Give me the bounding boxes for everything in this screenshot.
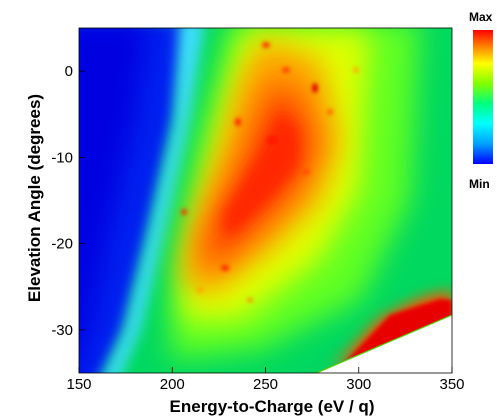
- colorbar-min-label: Min: [469, 177, 490, 191]
- colorbar-max-label: Max: [469, 10, 493, 24]
- x-tick-label: 200: [160, 376, 185, 393]
- x-axis-title: Energy-to-Charge (eV / q): [170, 397, 375, 416]
- y-tick-label: -20: [51, 236, 73, 253]
- x-tick-label: 150: [66, 376, 91, 393]
- y-tick-label: -30: [51, 322, 73, 339]
- axes: 150 200 250 300 350 0 -10 -20 -30: [51, 27, 465, 393]
- x-tick-label: 300: [346, 376, 371, 393]
- no-data-boundary: [314, 314, 452, 373]
- hot-spots: [181, 42, 359, 302]
- peak-core: [222, 110, 300, 240]
- heatmap-field: [79, 28, 452, 373]
- colorbar: Max Min: [469, 10, 493, 191]
- plot-area: [79, 28, 452, 373]
- y-axis-title: Elevation Angle (degrees): [25, 94, 44, 302]
- colorbar-gradient: [473, 30, 493, 164]
- y-tick-label: -10: [51, 149, 73, 166]
- x-tick-label: 250: [253, 376, 278, 393]
- low-region-cyan: [95, 28, 205, 373]
- x-tick-label: 350: [439, 376, 464, 393]
- low-region-deep-blue: [79, 28, 150, 373]
- y-tick-label: 0: [65, 63, 73, 80]
